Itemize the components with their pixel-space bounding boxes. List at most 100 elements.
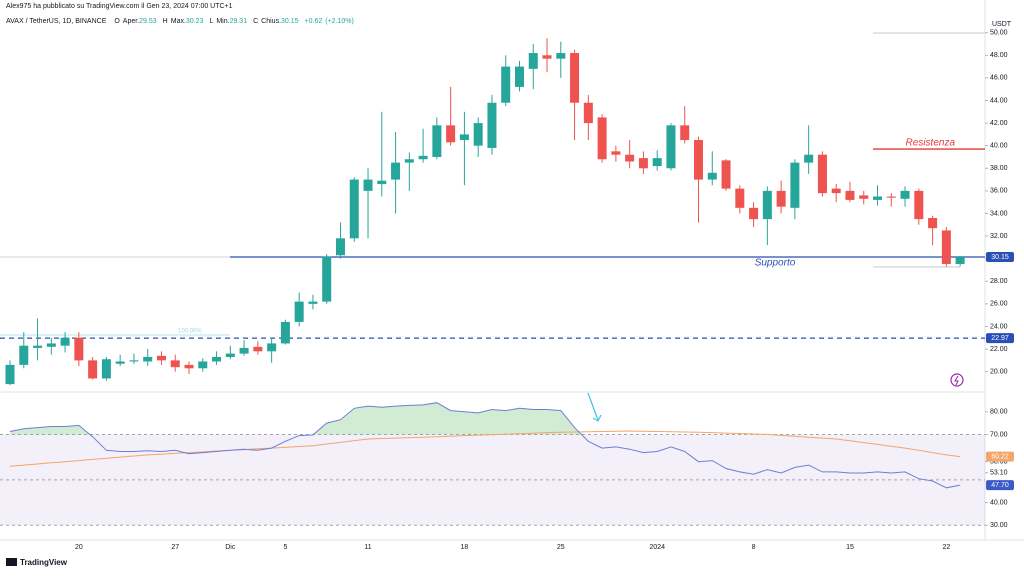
candle-body (597, 117, 607, 160)
x-tick-label: 2024 (649, 544, 665, 551)
candle-body (941, 230, 951, 264)
ohlc-label: Aper. (123, 18, 139, 25)
y-tick-label: 34.00 (990, 210, 1008, 217)
y-tick-label: 46.00 (990, 75, 1008, 82)
x-tick-label: 27 (171, 544, 179, 551)
y-tick-label: 48.00 (990, 52, 1008, 59)
x-tick-label: 22 (942, 544, 950, 551)
candle-body (707, 172, 717, 180)
candle-body (446, 125, 456, 143)
candle-body (143, 356, 153, 362)
annotation-text: Resistenza (906, 138, 956, 149)
candle-body (790, 162, 800, 208)
candle-body (308, 301, 318, 304)
candle-body (377, 180, 387, 185)
ohlc-key: H (163, 18, 168, 25)
rsi-y-tick-label: 58.08 (990, 458, 1008, 465)
candle-body (611, 151, 621, 155)
candle-body (198, 361, 208, 369)
ohlc-key: L (209, 18, 213, 25)
candle-body (487, 102, 497, 148)
candle-body (404, 159, 414, 163)
fib-label: 100.00% (178, 329, 202, 335)
candle-body (349, 179, 359, 239)
candle-body (928, 217, 938, 229)
y-tick-label: 24.00 (990, 323, 1008, 330)
candle-body (253, 346, 263, 352)
rsi-badge-box (986, 451, 1014, 462)
candle-body (225, 353, 235, 357)
candle-body (322, 256, 332, 302)
rsi-badge-text: 60.22 (991, 453, 1009, 460)
candle-body (101, 359, 111, 379)
candle-body (501, 66, 511, 103)
candle-body (570, 53, 580, 103)
candle-body (432, 125, 442, 157)
candle-body (60, 337, 70, 346)
ohlc-key: O (114, 18, 120, 25)
candle-body (638, 158, 648, 169)
candle-body (914, 190, 924, 220)
x-tick-label: 8 (752, 544, 756, 551)
rsi-y-tick-label: 80.00 (990, 409, 1008, 416)
y-tick-label: 32.00 (990, 233, 1008, 240)
last-price-badge-box (986, 251, 1014, 262)
y-tick-label: 20.00 (990, 369, 1008, 376)
rsi-y-tick-label: 53.10 (990, 470, 1008, 477)
price-line-badge: 22.97 (986, 333, 1014, 344)
rsi-ma-line (9, 430, 961, 467)
candle-body (845, 190, 855, 200)
currency: USDT (992, 21, 1012, 28)
change: +0.62 (305, 18, 323, 25)
ohlc-key: C (253, 18, 258, 25)
candle-body (652, 158, 662, 167)
candle-body (762, 190, 772, 220)
ohlc-value: 30.15 (281, 18, 299, 25)
candle-body (666, 125, 676, 169)
y-tick-label: 50.00 (990, 30, 1008, 37)
rsi-y-tick-label: 70.00 (990, 431, 1008, 438)
candle-body (335, 238, 345, 256)
y-tick-label: 38.00 (990, 165, 1008, 172)
last-price-badge: 30.15 (986, 251, 1014, 262)
candle-body (212, 356, 222, 362)
candle-body (129, 360, 139, 362)
x-tick-label: Dic (225, 544, 236, 551)
candle-body (625, 154, 635, 162)
symbol-line: AVAX / TetherUS, 1D, BINANCE O Aper.29.53… (6, 18, 354, 25)
candle-body (418, 155, 428, 160)
rsi-badge: 47.70 (986, 480, 1014, 491)
candle-body (735, 188, 745, 208)
ohlc-value: 29.31 (230, 18, 248, 25)
candle-body (46, 343, 56, 347)
y-tick-label: 44.00 (990, 97, 1008, 104)
candle-body (694, 140, 703, 180)
candle-body (583, 102, 593, 124)
ohlc-value: 29.53 (139, 18, 157, 25)
candle-body (156, 355, 166, 361)
rsi-badge-box (986, 480, 1014, 491)
candle-body (900, 190, 910, 199)
candle-body (776, 190, 786, 207)
candle-body (74, 337, 84, 361)
candle-body (680, 125, 690, 141)
candle-body (817, 154, 827, 194)
symbol: AVAX / TetherUS, 1D, BINANCE (6, 18, 107, 25)
candle-body (88, 360, 98, 379)
candle-body (33, 345, 43, 348)
rsi-y-tick-label: 40.00 (990, 499, 1008, 506)
ohlc-label: Chius. (261, 18, 281, 25)
candle-body (473, 123, 483, 146)
x-tick-label: 18 (461, 544, 469, 551)
rsi-badge-text: 47.70 (991, 482, 1009, 489)
candle-body (542, 55, 552, 59)
candle-body (556, 53, 566, 59)
candle-body (170, 360, 180, 368)
candle-body (5, 364, 15, 385)
x-tick-label: 20 (75, 544, 83, 551)
candle-body (955, 256, 965, 264)
x-tick-label: 15 (846, 544, 854, 551)
y-tick-label: 28.00 (990, 278, 1008, 285)
y-tick-label: 36.00 (990, 188, 1008, 195)
